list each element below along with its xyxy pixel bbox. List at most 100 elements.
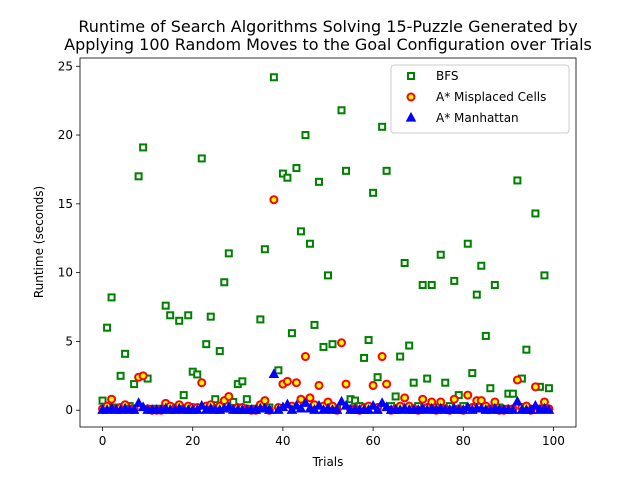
x-tick-label: 60 (365, 434, 380, 448)
bfs-point (427, 281, 436, 290)
bfs-point (130, 380, 139, 389)
a-misplaced-cells-point (107, 394, 117, 404)
bfs-point (423, 374, 432, 383)
a-manhattan-point (313, 399, 325, 410)
y-tick-label: 10 (58, 266, 73, 280)
bfs-point (369, 188, 378, 197)
bfs-point (337, 106, 346, 115)
bfs-point (211, 395, 220, 404)
bfs-point (278, 169, 287, 178)
bfs-point (260, 245, 269, 254)
a-misplaced-cells-point (463, 390, 473, 400)
bfs-point (508, 389, 517, 398)
bfs-point (305, 239, 314, 248)
bfs-point (103, 323, 112, 332)
bfs-point (391, 392, 400, 401)
a-misplaced-cells-point (282, 376, 292, 386)
bfs-point (224, 249, 233, 258)
bfs-point (220, 278, 229, 287)
a-misplaced-cells-point (224, 391, 234, 401)
a-manhattan-point (264, 404, 275, 414)
bfs-point (98, 396, 107, 405)
a-manhattan-point (331, 404, 343, 414)
y-tick-label: 0 (65, 403, 73, 417)
bfs-point (522, 345, 531, 354)
a-misplaced-cells-point (291, 378, 301, 388)
bfs-point (486, 384, 495, 393)
bfs-point (405, 341, 414, 350)
bfs-point (450, 276, 459, 285)
a-manhattan-point (530, 399, 541, 410)
a-misplaced-cells-point (382, 379, 392, 389)
bfs-point (139, 143, 148, 152)
a-misplaced-cells-point (300, 352, 310, 362)
a-misplaced-cells-point (400, 393, 410, 403)
a-manhattan-point (336, 395, 347, 406)
bfs-point (373, 373, 382, 382)
bfs-point (269, 73, 278, 82)
a-manhattan-point (196, 399, 208, 410)
bfs-point (319, 342, 328, 351)
bfs-point (161, 301, 170, 310)
bfs-point (490, 281, 499, 290)
a-manhattan-point (128, 404, 140, 414)
bfs-point (360, 353, 369, 362)
a-misplaced-cells-point (269, 195, 279, 205)
bfs-point (382, 166, 391, 175)
x-tick-label: 80 (456, 434, 471, 448)
bfs-point (296, 227, 305, 236)
a-misplaced-cells-point (341, 379, 351, 389)
bfs-point (544, 384, 553, 393)
bfs-point (409, 378, 418, 387)
legend: BFS A* Misplaced Cells A* Manhattan (390, 64, 570, 134)
legend-marker-a-manhattan (405, 111, 417, 122)
a-misplaced-cells-point (368, 380, 378, 390)
y-axis-label: Runtime (seconds) (32, 186, 46, 298)
bfs-point (477, 261, 486, 270)
y-tick-label: 20 (58, 128, 73, 142)
bfs-point (238, 377, 247, 386)
legend-marker-bfs (407, 72, 415, 80)
a-misplaced-cells-point (138, 371, 148, 381)
bfs-point (400, 259, 409, 267)
bfs-point (197, 154, 206, 163)
bfs-point (364, 336, 373, 345)
bfs-point (274, 366, 283, 375)
a-manhattan-point (462, 401, 474, 412)
a-manhattan-point (223, 401, 235, 412)
chart-title-line-2: Applying 100 Random Moves to the Goal Co… (64, 35, 592, 54)
a-manhattan-point (381, 401, 392, 412)
bfs-point (193, 370, 202, 379)
x-tick-label: 20 (185, 434, 200, 448)
x-tick-label: 100 (542, 434, 565, 448)
a-misplaced-cells-point (305, 393, 315, 403)
bfs-point (242, 395, 251, 404)
bfs-point (540, 271, 549, 280)
axes-frame (79, 57, 577, 428)
chart-title-line-1: Runtime of Search Algorithms Solving 15-… (78, 17, 577, 36)
bfs-point (481, 331, 490, 340)
a-manhattan-point (137, 401, 149, 412)
bfs-point (418, 281, 427, 290)
x-axis-label: Trials (312, 455, 344, 469)
a-misplaced-cells-point (512, 375, 522, 385)
y-tick-label: 5 (65, 334, 73, 348)
a-misplaced-cells-point (449, 394, 459, 404)
legend-box (390, 64, 570, 134)
y-tick-label: 15 (58, 197, 73, 211)
bfs-point (179, 391, 188, 400)
bfs-point (342, 166, 351, 175)
x-tick-label: 0 (99, 434, 107, 448)
bfs-point (121, 349, 130, 358)
bfs-point (256, 315, 265, 324)
bfs-point (116, 371, 125, 380)
a-manhattan-point (291, 399, 302, 410)
bfs-point (463, 239, 472, 248)
bfs-point (468, 369, 477, 378)
a-manhattan-point (543, 404, 555, 414)
bfs-point (292, 164, 301, 173)
bfs-point (215, 347, 224, 356)
bfs-point (378, 122, 387, 131)
a-misplaced-cells-point (530, 382, 540, 392)
